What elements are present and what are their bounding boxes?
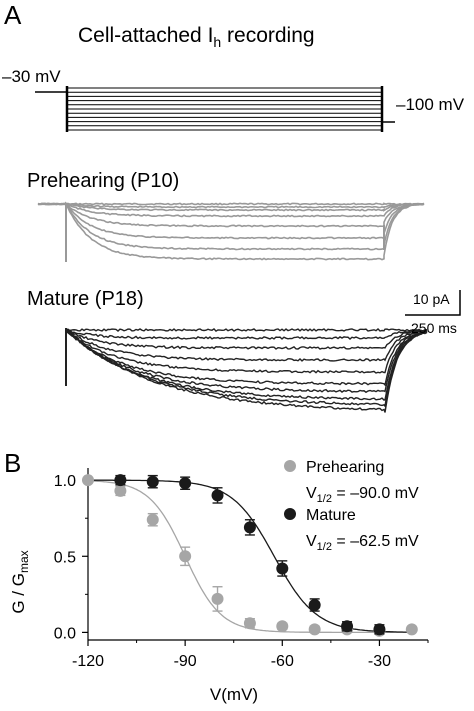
data-point-prehearing <box>308 623 321 636</box>
data-point-prehearing <box>146 513 159 526</box>
data-point-prehearing <box>179 550 192 563</box>
y-tick-label: 0.0 <box>54 625 76 642</box>
prehearing-trace <box>37 202 425 251</box>
x-tick-label: -120 <box>72 653 104 670</box>
data-point-mature <box>373 623 386 636</box>
scale-bar-lines <box>405 290 461 316</box>
x-axis-label: V(mV) <box>210 685 258 704</box>
scale-time-label: 250 ms <box>411 320 457 336</box>
data-point-prehearing <box>82 474 94 487</box>
prehearing-traces <box>37 201 425 262</box>
data-point-mature <box>211 489 224 502</box>
hold-potential-label: –30 mV <box>2 67 61 86</box>
y-tick-label: 0.5 <box>54 549 76 566</box>
data-point-mature <box>341 620 354 633</box>
legend-marker-mature <box>284 508 296 520</box>
y-axis-label: G / Gmax <box>9 550 31 613</box>
mature-trace <box>65 330 428 394</box>
mature-trace <box>65 330 428 387</box>
panel-a-label: A <box>4 0 22 30</box>
prehearing-trace <box>37 202 425 261</box>
svg-text:G / Gmax: G / Gmax <box>9 550 31 613</box>
mature-trace <box>65 328 428 340</box>
data-point-mature <box>276 562 289 575</box>
data-point-prehearing <box>405 623 418 636</box>
legend-vhalf-mature: V1/2 = –62.5 mV <box>306 533 419 553</box>
panel-a-title: Cell-attached Ih recording <box>78 24 315 50</box>
y-tick-label: 1.0 <box>54 473 76 490</box>
mature-trace <box>65 329 428 413</box>
mature-traces <box>65 327 428 413</box>
prehearing-trace <box>37 202 425 209</box>
voltage-protocol <box>35 86 395 132</box>
mature-label: Mature (P18) <box>27 288 144 310</box>
data-point-mature <box>114 474 127 487</box>
mature-trace <box>65 327 428 332</box>
x-tick-label: -90 <box>174 653 197 670</box>
prehearing-trace <box>37 202 425 206</box>
legend: Prehearing V1/2 = –90.0 mV Mature V1/2 =… <box>284 459 419 553</box>
data-point-prehearing <box>243 617 256 630</box>
prehearing-trace <box>37 201 425 228</box>
mature-trace <box>65 329 428 350</box>
data-point-mature <box>146 475 159 488</box>
fit-curve-mature <box>88 479 412 633</box>
prehearing-trace <box>37 202 425 212</box>
prehearing-label: Prehearing (P10) <box>27 170 179 192</box>
step-potential-label: –100 mV <box>396 95 465 114</box>
data-point-mature <box>308 598 321 611</box>
panel-b-label: B <box>4 448 21 478</box>
legend-marker-prehearing <box>284 460 296 472</box>
x-tick-label: -30 <box>368 653 391 670</box>
data-point-prehearing <box>211 592 224 605</box>
data-point-prehearing <box>114 484 127 497</box>
mature-trace <box>65 328 428 408</box>
data-points <box>82 474 418 637</box>
protocol-steps <box>67 87 382 131</box>
fit-curve-prehearing <box>87 480 412 634</box>
x-tick-label: -60 <box>271 653 294 670</box>
plot-axes: 0.0 0.5 1.0 -120 -90 -60 -30 <box>54 468 429 670</box>
prehearing-trace <box>37 202 425 218</box>
legend-label-prehearing: Prehearing <box>306 459 384 476</box>
scale-current-label: 10 pA <box>413 291 450 307</box>
fit-curves <box>87 479 412 634</box>
legend-vhalf-prehearing: V1/2 = –90.0 mV <box>306 485 419 505</box>
data-point-mature <box>243 521 256 534</box>
mature-trace <box>65 329 428 362</box>
legend-label-mature: Mature <box>306 507 356 524</box>
scale-bar: 10 pA 250 ms <box>405 290 461 336</box>
mature-trace <box>65 329 428 374</box>
prehearing-trace <box>37 201 425 240</box>
data-point-prehearing <box>276 620 289 633</box>
data-point-mature <box>179 477 192 490</box>
